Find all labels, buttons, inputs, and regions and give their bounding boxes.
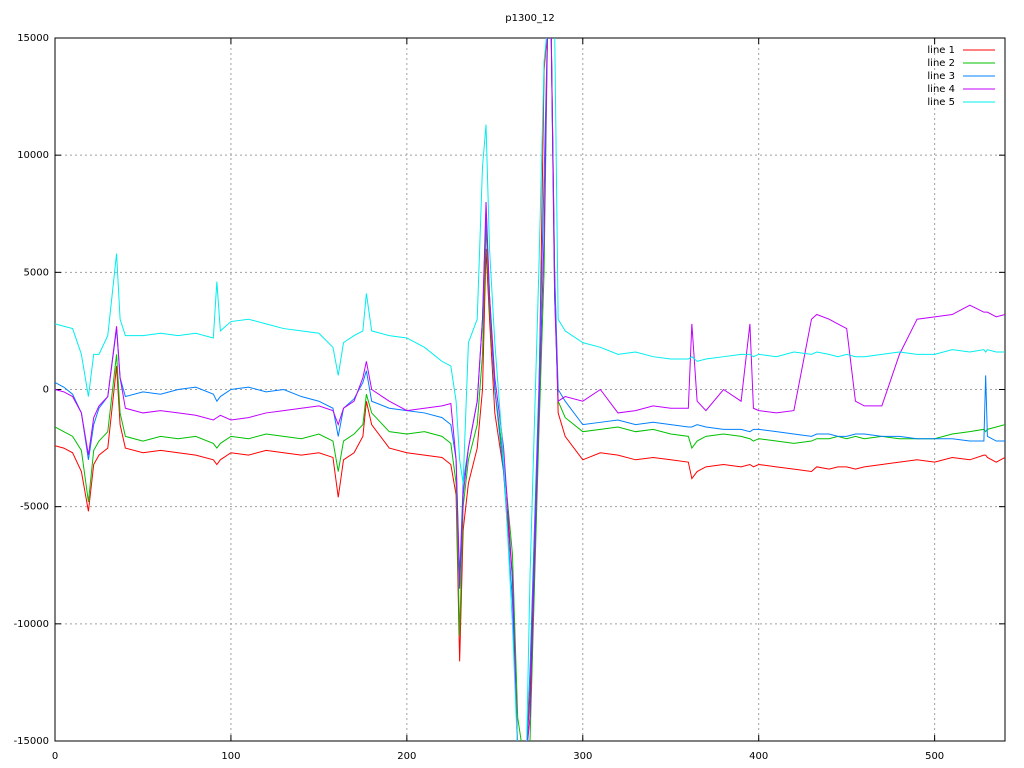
plot-area bbox=[55, 38, 1005, 741]
y-tick-label: -10000 bbox=[14, 619, 49, 630]
legend-label: line 3 bbox=[927, 71, 955, 82]
x-tick-label: 0 bbox=[52, 751, 58, 762]
legend-label: line 5 bbox=[927, 97, 955, 108]
y-tick-label: 10000 bbox=[17, 150, 49, 161]
x-tick-label: 200 bbox=[397, 751, 416, 762]
x-tick-label: 100 bbox=[221, 751, 240, 762]
x-tick-label: 300 bbox=[573, 751, 592, 762]
data-line bbox=[55, 38, 1005, 741]
x-tick-label: 400 bbox=[749, 751, 768, 762]
x-tick-label: 500 bbox=[925, 751, 944, 762]
data-line bbox=[55, 38, 1005, 741]
data-line bbox=[55, 38, 1005, 741]
data-line bbox=[55, 38, 1005, 741]
y-tick-label: -15000 bbox=[14, 736, 49, 747]
legend-label: line 2 bbox=[927, 58, 955, 69]
y-tick-label: 15000 bbox=[17, 33, 49, 44]
y-tick-label: -5000 bbox=[20, 502, 49, 513]
legend-label: line 4 bbox=[927, 84, 955, 95]
legend-label: line 1 bbox=[927, 45, 955, 56]
y-tick-label: 5000 bbox=[24, 267, 49, 278]
y-tick-label: 0 bbox=[43, 385, 49, 396]
chart-title: p1300_12 bbox=[505, 13, 555, 24]
